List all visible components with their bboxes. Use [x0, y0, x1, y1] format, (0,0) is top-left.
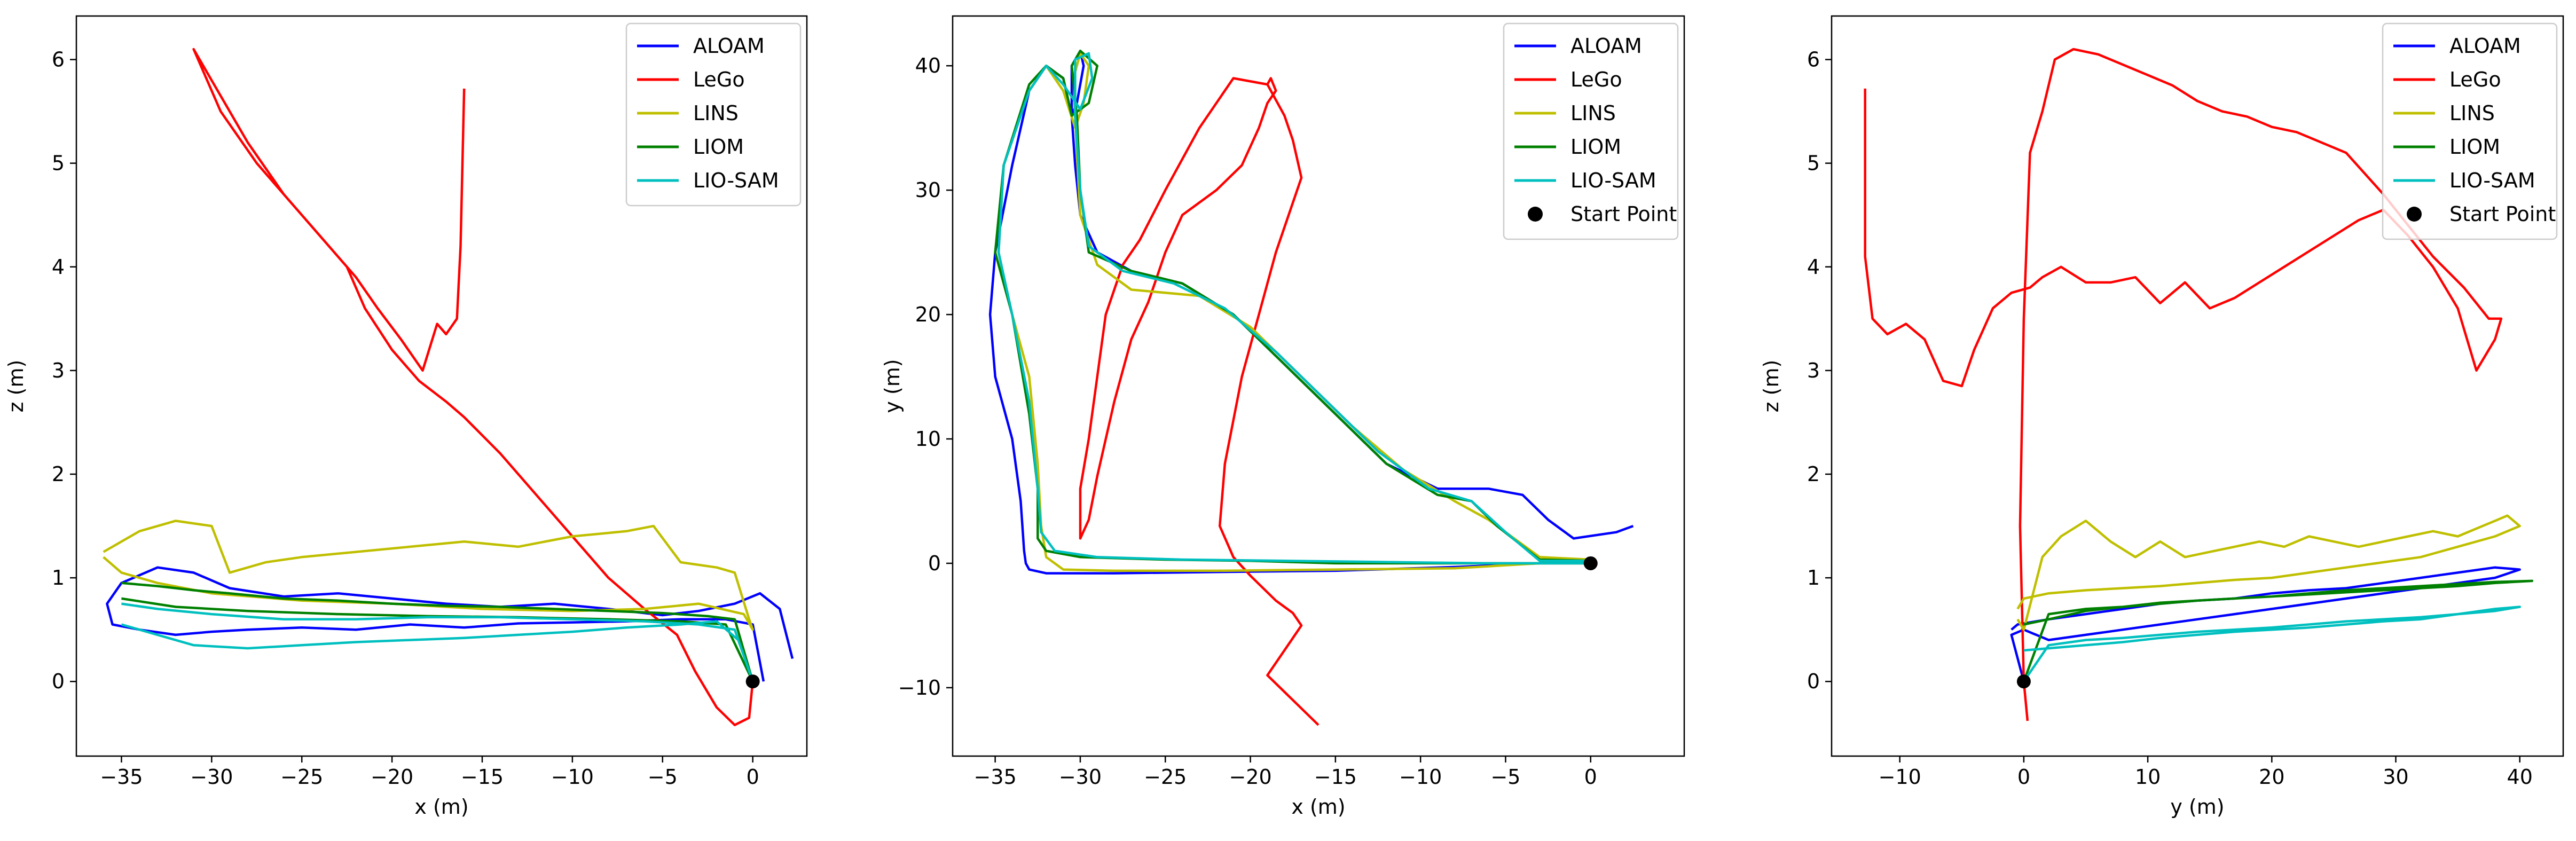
y-tick-label: 6: [52, 48, 65, 72]
x-tick-label: −25: [280, 765, 323, 789]
legend-label: LeGo: [1570, 68, 1622, 91]
legend-label: LIO-SAM: [1570, 169, 1656, 192]
x-tick-label: −5: [1490, 765, 1520, 789]
start-point-marker: [1583, 556, 1598, 570]
series-line-lego: [192, 48, 754, 727]
x-tick-label: 0: [747, 765, 759, 789]
legend-label: ALOAM: [1570, 34, 1642, 58]
x-tick-label: −15: [461, 765, 504, 789]
y-tick-label: −10: [898, 676, 941, 699]
x-tick-label: −20: [371, 765, 413, 789]
legend-label: LINS: [693, 101, 739, 125]
x-tick-label: 0: [2017, 765, 2030, 789]
x-tick-label: −10: [1399, 765, 1442, 789]
legend-frame: [2382, 22, 2558, 240]
series-line-lego: [1864, 48, 2503, 721]
x-axis-label: x (m): [414, 795, 468, 819]
y-tick-label: 10: [915, 427, 941, 451]
legend-label: LIO-SAM: [2449, 169, 2535, 192]
axes-frame: [1831, 15, 2564, 757]
y-axis-label: z (m): [4, 360, 28, 413]
chart-2: −35 −30 −25 −20 −15 −10 −5 0 −10 0 10 20 30 40 x (m) y …: [881, 15, 1685, 819]
y-tick-label: 4: [1807, 255, 1820, 279]
start-point-marker: [745, 674, 760, 689]
y-tick-label: 1: [52, 566, 65, 590]
legend-label: ALOAM: [693, 34, 765, 58]
y-tick-label: 4: [52, 255, 65, 279]
x-tick-label: −25: [1144, 765, 1187, 789]
y-tick-label: 5: [1807, 152, 1820, 175]
y-tick-label: 5: [52, 152, 65, 175]
y-tick-label: 20: [915, 303, 941, 326]
x-axis-label: y (m): [2170, 795, 2224, 819]
axes-frame: [75, 15, 808, 757]
legend-label: LIOM: [1570, 135, 1621, 159]
legend-label: Start Point: [1570, 202, 1677, 226]
legend: ALOAM LeGo LINS LIOM LIO-SAM Start Point: [1503, 22, 1679, 240]
series-line-liom: [2022, 579, 2534, 682]
x-tick-label: −20: [1229, 765, 1271, 789]
legend-marker-swatch: [2407, 207, 2422, 222]
y-tick-label: 6: [1807, 48, 1820, 72]
series-group: [988, 49, 1634, 726]
legend-label: LIO-SAM: [693, 169, 779, 192]
x-tick-label: −15: [1314, 765, 1357, 789]
y-tick-label: 3: [52, 359, 65, 382]
y-tick-label: 30: [915, 178, 941, 202]
legend: ALOAM LeGo LINS LIOM LIO-SAM Start Point: [2382, 22, 2558, 240]
series-line-liom: [121, 581, 754, 683]
y-tick-label: 0: [52, 670, 65, 693]
x-tick-label: −30: [1059, 765, 1102, 789]
y-tick-label: 1: [1807, 566, 1820, 590]
series-line-lins: [997, 52, 1591, 572]
x-tick-label: −10: [551, 765, 594, 789]
legend-label: LIOM: [693, 135, 744, 159]
chart-1: −35 −30 −25 −20 −15 −10 −5 0 0 1 2 3 4 5 6 x (m) z (m) AL…: [4, 15, 808, 819]
x-tick-label: −10: [1879, 765, 1921, 789]
x-tick-label: −35: [100, 765, 143, 789]
x-axis-label: x (m): [1291, 795, 1345, 819]
legend-label: ALOAM: [2449, 34, 2521, 58]
x-tick-label: 20: [2259, 765, 2284, 789]
y-tick-label: 0: [1807, 670, 1820, 693]
axes-frame: [952, 15, 1685, 757]
x-tick-label: 0: [1584, 765, 1597, 789]
legend: ALOAM LeGo LINS LIOM LIO-SAM: [625, 22, 802, 207]
x-tick-label: 40: [2507, 765, 2533, 789]
series-line-liom: [994, 49, 1591, 565]
legend-frame: [625, 22, 802, 207]
y-tick-label: 2: [1807, 462, 1820, 486]
x-tick-label: −5: [648, 765, 678, 789]
legend-label: LIOM: [2449, 135, 2500, 159]
x-tick-label: −30: [190, 765, 233, 789]
legend-label: LINS: [2449, 101, 2495, 125]
x-tick-label: 30: [2383, 765, 2408, 789]
x-tick-label: 10: [2135, 765, 2161, 789]
series-line-lio-sam: [121, 602, 754, 683]
legend-marker-swatch: [1528, 207, 1543, 222]
series-line-lio-sam: [997, 52, 1591, 565]
series-group: [103, 48, 794, 727]
legend-label: LeGo: [2449, 68, 2501, 91]
y-tick-label: 40: [915, 54, 941, 77]
series-line-lins: [2016, 514, 2521, 631]
series-line-lego: [1079, 77, 1320, 726]
series-line-lio-sam: [2023, 606, 2521, 682]
y-axis-label: z (m): [1760, 360, 1783, 413]
legend-label: LeGo: [693, 68, 745, 91]
x-tick-label: −35: [974, 765, 1017, 789]
legend-label: Start Point: [2449, 202, 2556, 226]
chart-3: −10 0 10 20 30 40 0 1 2 3 4 5 6 y (m) z (m) ALOAM LeGo LI…: [1760, 15, 2564, 819]
y-tick-label: 2: [52, 462, 65, 486]
start-point-marker: [2016, 674, 2031, 689]
legend-frame: [1503, 22, 1679, 240]
series-group: [1864, 48, 2534, 721]
legend-label: LINS: [1570, 101, 1616, 125]
y-tick-label: 3: [1807, 359, 1820, 382]
y-axis-label: y (m): [881, 359, 904, 413]
y-tick-label: 0: [928, 552, 941, 575]
